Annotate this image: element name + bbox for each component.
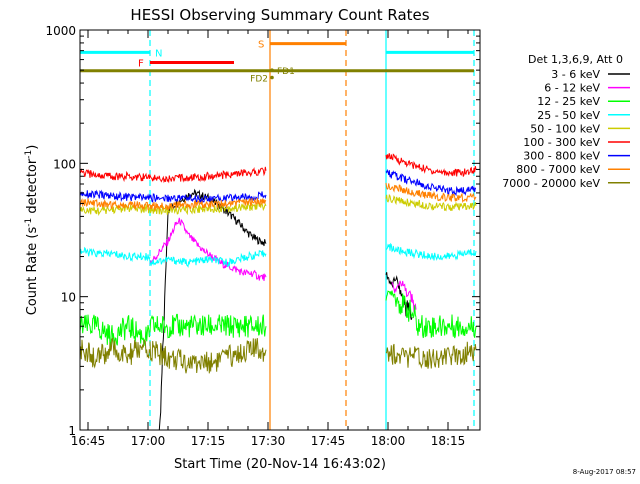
series-line-8-seg-1 <box>149 338 267 374</box>
x-tick-label-0: 16:45 <box>71 434 106 448</box>
legend-label-2: 12 - 25 keV <box>537 95 600 108</box>
y-tick-label-3: 1000 <box>45 24 76 38</box>
series-line-3-seg-0 <box>79 246 151 263</box>
series-line-5-seg-1 <box>385 153 477 177</box>
legend-label-5: 100 - 300 keV <box>523 136 600 149</box>
series-line-7-seg-1 <box>385 182 477 203</box>
marker-label-0: FD1 <box>277 67 295 77</box>
legend-label-0: 3 - 6 keV <box>551 68 600 81</box>
y-label-main: Count Rate (s <box>25 227 40 316</box>
x-tick-label-6: 18:15 <box>431 434 466 448</box>
y-label-mid: detector <box>25 158 40 218</box>
axis-layer: 16:45 17:00 17:15 17:30 17:45 18:00 18:15 1 10 10… <box>45 24 480 448</box>
y-label-end: ) <box>25 145 40 150</box>
x-tick-label-4: 17:45 <box>311 434 346 448</box>
series-line-8-seg-0 <box>79 337 151 369</box>
x-tick-label-2: 17:15 <box>191 434 226 448</box>
x-axis-label: Start Time (20-Nov-14 16:43:02) <box>174 457 386 472</box>
series-line-1-seg-2 <box>391 280 417 313</box>
x-tick-label-1: 17:00 <box>131 434 166 448</box>
data-layer <box>79 30 477 431</box>
plot-frame <box>79 29 481 431</box>
chart-title: HESSI Observing Summary Count Rates <box>130 6 429 24</box>
series-line-6-seg-0 <box>79 189 267 203</box>
series-line-7-seg-0 <box>79 197 267 212</box>
y-axis-label: Count Rate (s-1 detector-1) <box>24 145 40 316</box>
legend-label-7: 800 - 7000 keV <box>516 163 600 176</box>
y-tick-label-2: 100 <box>53 157 76 171</box>
legend-label-3: 25 - 50 keV <box>537 109 600 122</box>
flag-layer: NF S FD1 FD2 <box>80 40 474 85</box>
series-line-4-seg-0 <box>79 201 267 216</box>
y-tick-label-1: 10 <box>61 291 76 305</box>
series-line-1-seg-1 <box>149 217 267 282</box>
series-line-2-seg-1 <box>149 313 267 339</box>
series-line-2-seg-2 <box>385 290 417 322</box>
series-line-8-seg-2 <box>385 341 477 369</box>
marker-dot-1 <box>270 75 274 80</box>
footer-timestamp: 8-Aug-2017 08:57 <box>573 468 636 476</box>
y-tick-label-0: 1 <box>68 424 76 438</box>
series-line-6-seg-1 <box>385 168 476 197</box>
flag-label-1: F <box>138 59 144 70</box>
legend-header: Det 1,3,6,9, Att 0 <box>528 53 623 66</box>
y-label-sup2: -1 <box>24 150 34 159</box>
legend-label-8: 7000 - 20000 keV <box>502 177 600 190</box>
flag-label-0: N <box>155 48 162 59</box>
y-label-sup1: -1 <box>24 218 34 227</box>
series-line-2-seg-3 <box>415 314 477 339</box>
series-line-5-seg-0 <box>79 166 267 184</box>
series-line-3-seg-2 <box>385 242 477 261</box>
series-line-0-seg-1 <box>385 272 413 320</box>
series-line-3-seg-1 <box>149 249 267 268</box>
flag-label-2: S <box>258 40 264 51</box>
marker-dot-0 <box>270 68 274 72</box>
series-line-4-seg-1 <box>385 193 477 212</box>
marker-label-1: FD2 <box>250 75 268 85</box>
legend-label-1: 6 - 12 keV <box>544 82 600 95</box>
x-tick-label-3: 17:30 <box>251 434 286 448</box>
x-tick-label-5: 18:00 <box>371 434 406 448</box>
legend-label-6: 300 - 800 keV <box>523 150 600 163</box>
legend-label-4: 50 - 100 keV <box>530 122 600 135</box>
